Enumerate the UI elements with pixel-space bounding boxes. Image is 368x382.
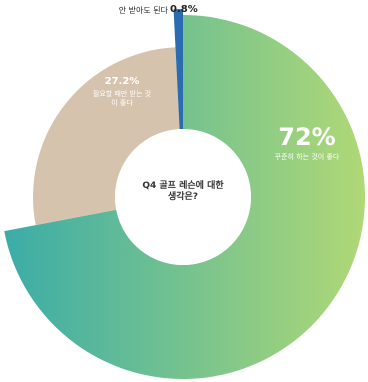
- category-label: 필요할 때만 받는 것이 좋다: [92, 90, 152, 107]
- center-text: Q4 골프 레슨에 대한 생각은?: [142, 181, 224, 203]
- value-label: 0.8%: [170, 4, 198, 15]
- value-label: 27.2%: [104, 76, 140, 87]
- donut-segment: [4, 15, 366, 380]
- donut-segment: [32, 47, 180, 226]
- value-label: 72%: [278, 123, 336, 151]
- category-label: 안 받아도 된다: [118, 6, 168, 15]
- donut-segment: [173, 9, 183, 130]
- category-label: 꾸준히 하는 것이 좋다: [274, 153, 340, 161]
- center-hole: [115, 129, 251, 265]
